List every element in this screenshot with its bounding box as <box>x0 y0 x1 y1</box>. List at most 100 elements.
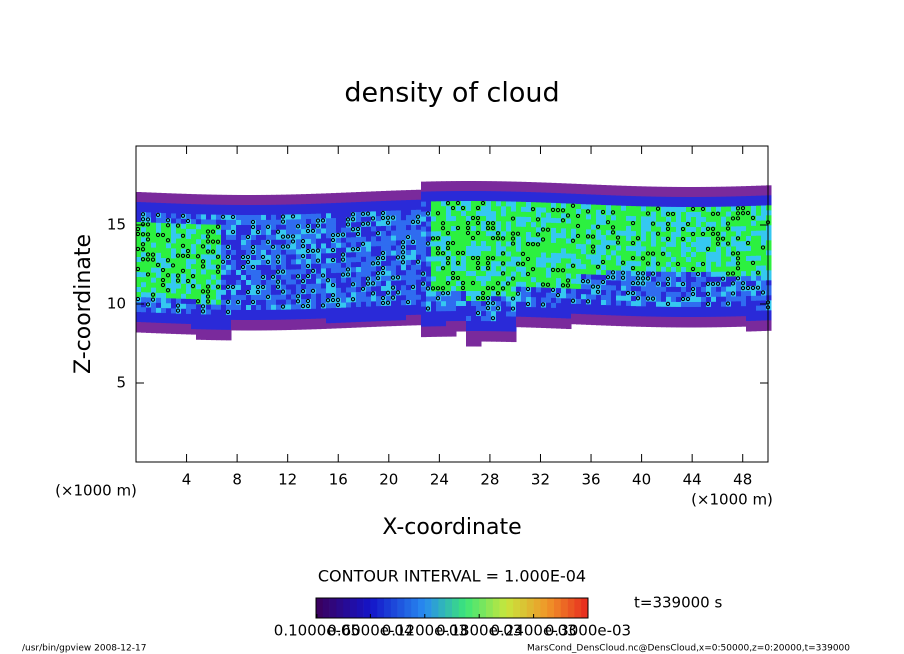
field-cell <box>321 303 327 309</box>
field-cell <box>346 197 352 203</box>
contour-line <box>670 211 676 217</box>
field-cell <box>746 186 752 192</box>
field-cell <box>731 306 737 312</box>
field-cell <box>746 256 752 262</box>
field-cell <box>591 314 597 321</box>
contour-line <box>200 304 206 309</box>
field-cell <box>146 222 152 228</box>
field-cell <box>631 206 637 212</box>
field-cell <box>316 258 322 265</box>
contour-line <box>690 291 696 297</box>
field-cell <box>496 281 502 287</box>
field-cell <box>156 282 162 289</box>
field-cell <box>566 248 572 255</box>
field-cell <box>211 224 217 231</box>
field-cell <box>416 264 422 271</box>
field-cell <box>636 226 642 232</box>
field-cell <box>196 224 202 230</box>
field-cell <box>621 245 627 252</box>
field-cell <box>241 194 247 201</box>
field-cell <box>616 260 622 267</box>
contour-line <box>170 263 176 268</box>
footer-right: MarsCond_DensCloud.nc@DensCloud,x=0:5000… <box>527 644 850 654</box>
field-cell <box>351 307 357 313</box>
field-cell <box>241 319 247 326</box>
field-cell <box>346 252 352 258</box>
field-cell <box>511 191 517 198</box>
field-cell <box>626 315 632 322</box>
field-cell <box>316 243 322 250</box>
field-cell <box>681 196 687 203</box>
field-cell <box>311 253 317 260</box>
field-cell <box>681 186 687 193</box>
contour-line <box>360 241 366 246</box>
field-cell <box>731 301 737 307</box>
field-cell <box>286 274 292 281</box>
field-cell <box>321 313 327 319</box>
x-tick-label: 40 <box>632 471 651 489</box>
field-cell <box>271 219 277 226</box>
field-cell <box>326 298 332 304</box>
field-cell <box>621 310 627 317</box>
x-tick-label: 20 <box>379 471 398 489</box>
field-cell <box>501 256 507 262</box>
field-cell <box>201 229 207 235</box>
field-cell <box>341 317 347 324</box>
field-cell <box>656 196 662 203</box>
contour-line <box>745 240 751 246</box>
field-cell <box>611 235 617 241</box>
field-cell <box>626 250 632 257</box>
field-cell <box>596 209 602 216</box>
field-cell <box>301 214 307 220</box>
field-cell <box>601 289 607 296</box>
field-cell <box>261 239 267 246</box>
contour-line <box>370 216 376 221</box>
field-cell <box>301 254 307 260</box>
field-cell <box>671 201 677 208</box>
contour-line <box>395 255 401 260</box>
field-cell <box>156 232 162 239</box>
field-cell <box>586 254 592 260</box>
field-cell <box>506 231 512 237</box>
contour-line <box>290 239 296 244</box>
field-cell <box>581 244 587 250</box>
field-cell <box>721 296 727 303</box>
field-cell <box>196 199 202 205</box>
field-cell <box>566 183 572 190</box>
contour-line <box>525 301 531 307</box>
field-cell <box>476 301 482 307</box>
contour-line <box>645 251 651 256</box>
field-cell <box>261 324 267 331</box>
field-cell <box>256 224 262 231</box>
field-cell <box>671 286 677 293</box>
field-cell <box>451 256 457 262</box>
field-cell <box>361 226 367 233</box>
field-cell <box>251 199 257 206</box>
field-cell <box>526 192 532 198</box>
contour-line <box>460 285 466 291</box>
field-cell <box>506 246 512 252</box>
field-cell <box>186 323 192 330</box>
field-cell <box>411 254 417 261</box>
field-cell <box>306 313 312 320</box>
field-cell <box>261 254 267 261</box>
field-cell <box>446 196 452 202</box>
field-cell <box>436 301 442 307</box>
field-cell <box>336 227 342 234</box>
field-cell <box>511 266 517 273</box>
field-cell <box>196 334 202 340</box>
field-cell <box>236 264 242 271</box>
field-cell <box>166 303 172 309</box>
field-cell <box>196 329 202 335</box>
field-cell <box>386 270 392 277</box>
field-cell <box>596 189 602 196</box>
contour-line <box>145 222 151 227</box>
contour-line <box>270 244 276 249</box>
contour-line <box>305 298 311 304</box>
field-cell <box>671 236 677 243</box>
field-cell <box>516 291 522 298</box>
field-cell <box>666 196 672 203</box>
contour-line <box>300 239 306 244</box>
colorbar-cell <box>363 598 371 618</box>
field-cell <box>736 231 742 237</box>
